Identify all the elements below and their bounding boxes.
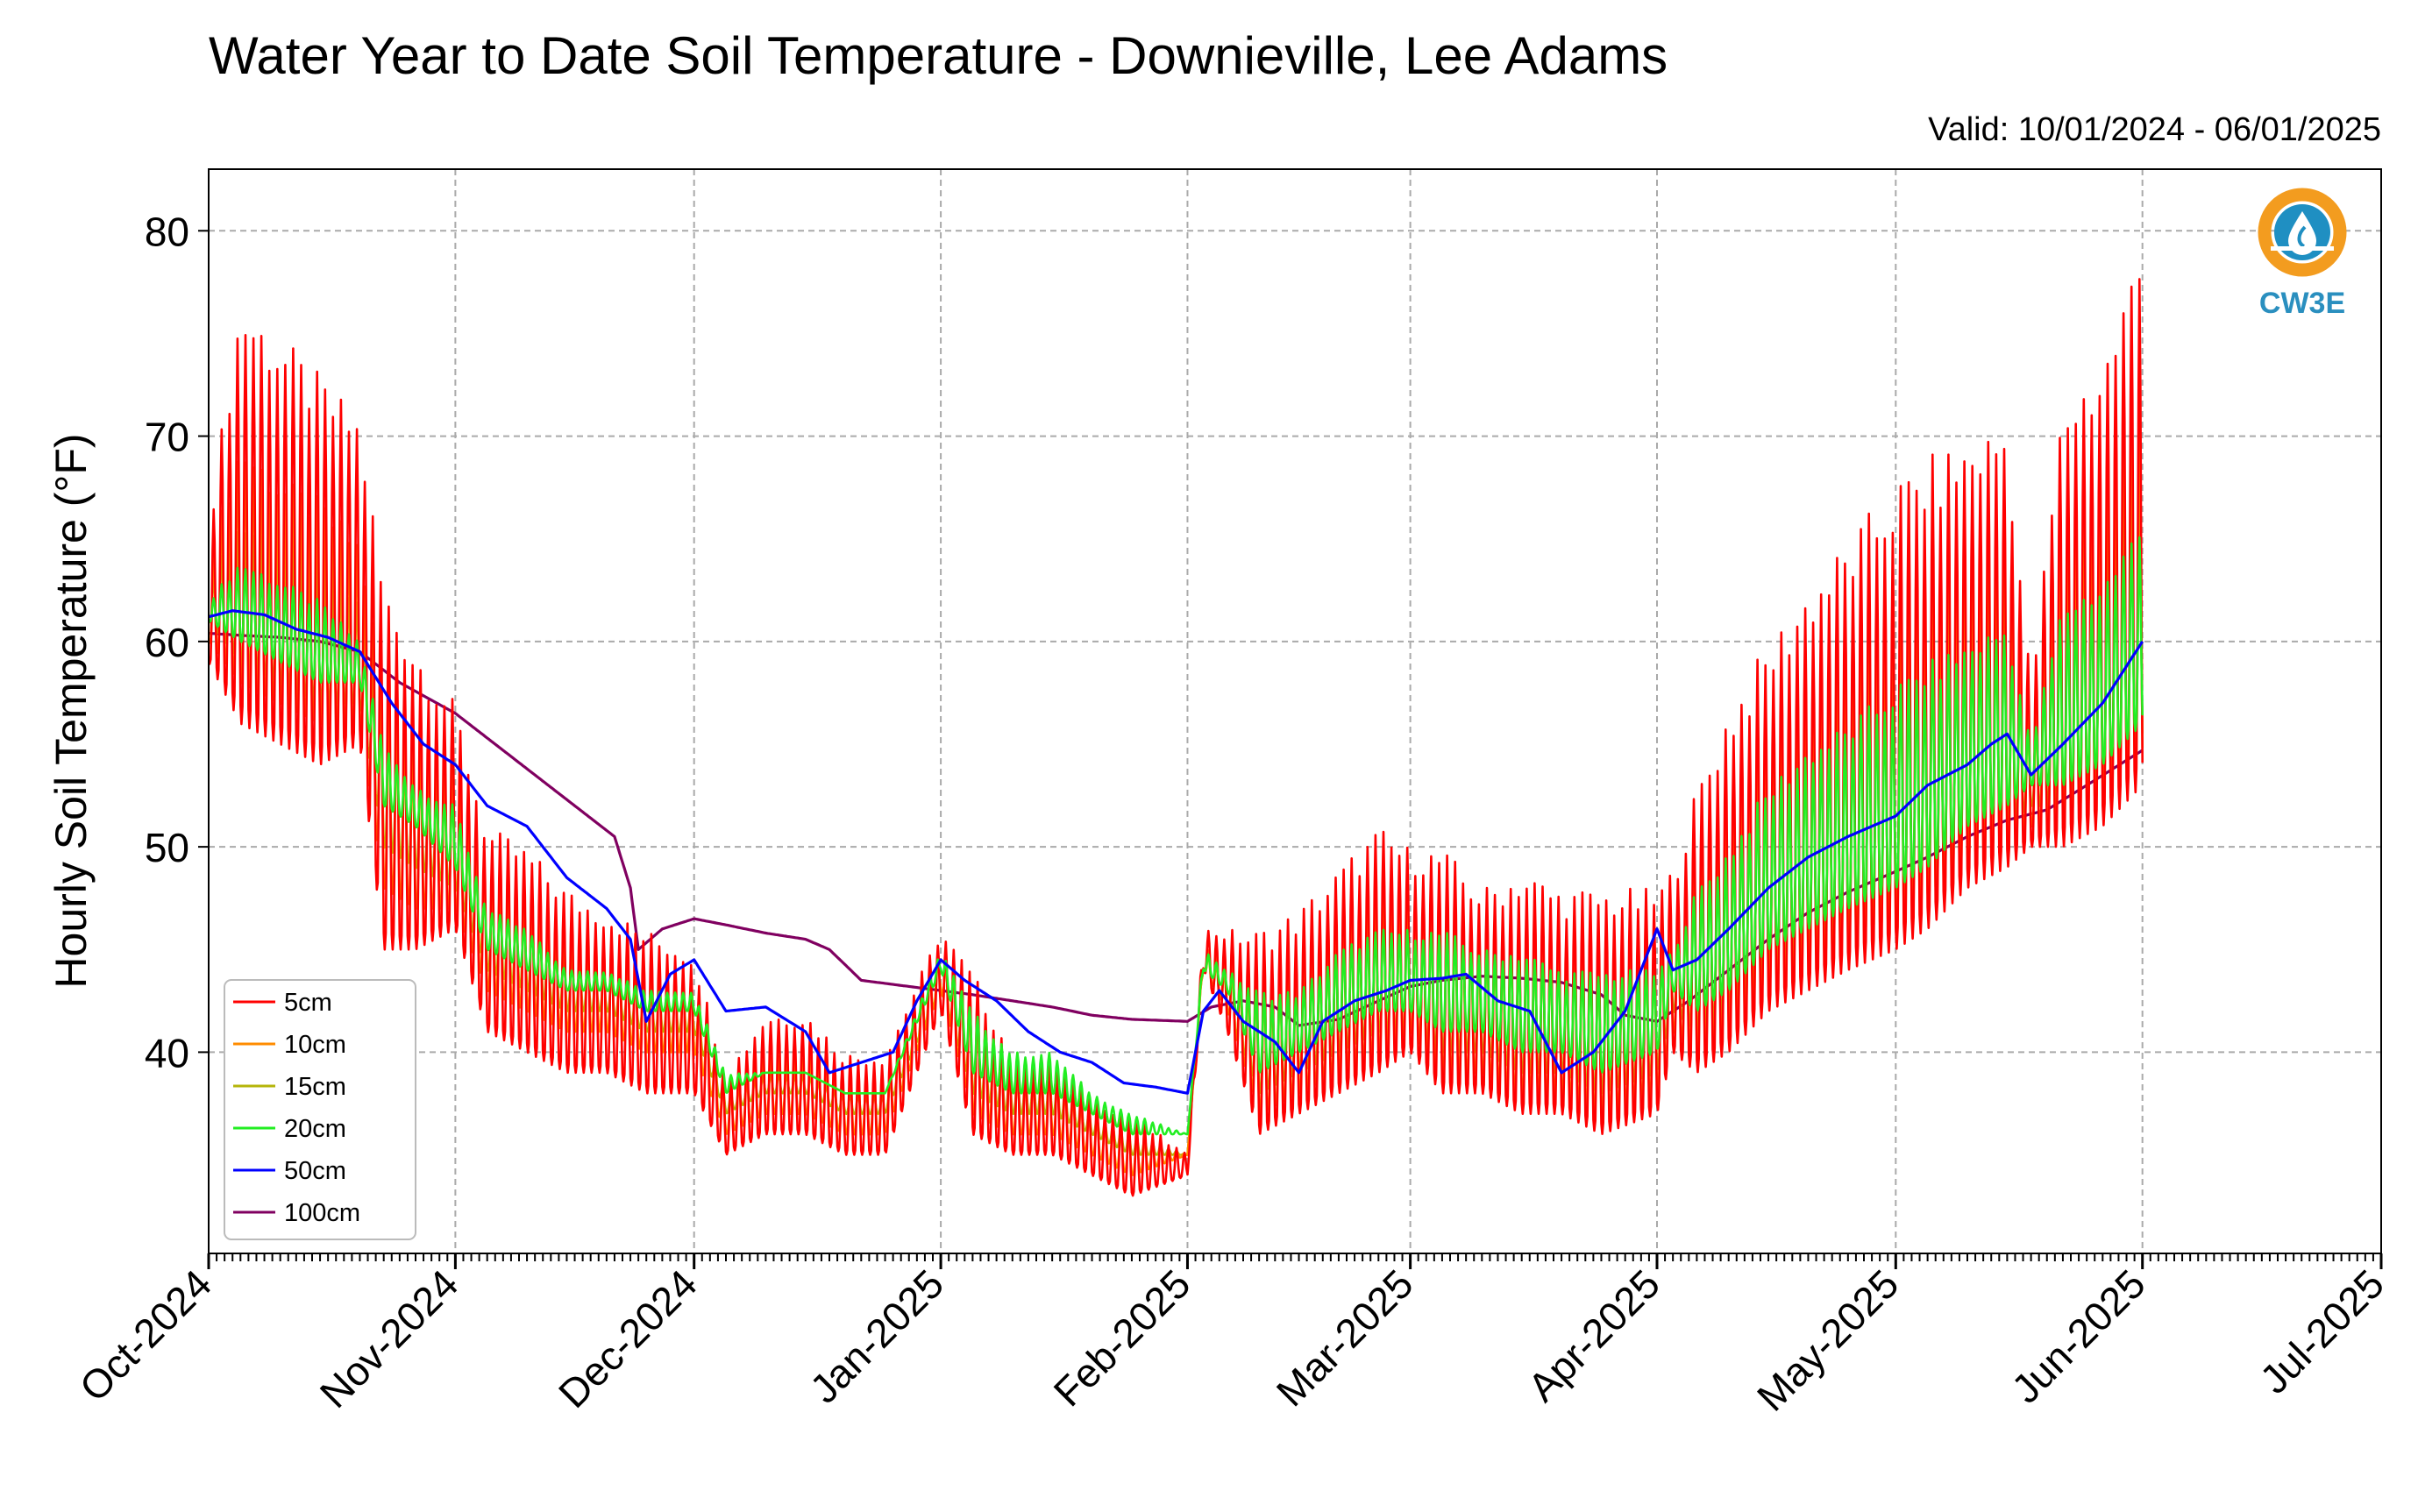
legend-label-20cm: 20cm [284,1115,346,1143]
legend-label-15cm: 15cm [284,1073,346,1101]
cw3e-logo: CW3E [2258,188,2347,320]
series-line-20cm [209,536,2144,1136]
legend-label-5cm: 5cm [284,989,332,1017]
gridlines [209,169,2381,1253]
y-axis-label: Hourly Soil Temperature (°F) [46,433,96,988]
series-line-50cm [209,609,2144,1095]
legend-label-50cm: 50cm [284,1157,346,1185]
x-tick-label: Feb-2025 [1045,1260,1199,1415]
plot-frame [208,168,2382,1254]
y-tick-label: 50 [145,825,189,870]
y-tick-label: 80 [145,209,189,254]
x-tick-label: Jan-2025 [801,1260,952,1411]
legend-label-10cm: 10cm [284,1031,346,1059]
chart-title: Water Year to Date Soil Temperature - Do… [209,26,1668,85]
series-line-5cm [209,278,2144,1197]
axis-ticks [198,230,2383,1269]
legend-label-100cm: 100cm [284,1199,360,1227]
legend: 5cm 10cm 15cm 20cm 50cm 100cm [224,979,416,1240]
logo-drop-inner [2297,225,2307,248]
x-tick-label: Apr-2025 [1518,1260,1668,1410]
logo-text: CW3E [2259,287,2345,320]
logo-ring [2258,188,2347,277]
x-tick-label: Jul-2025 [2251,1260,2393,1402]
plot-area [209,278,2144,1197]
x-tick-label: May-2025 [1748,1260,1907,1419]
x-tick-label: Dec-2024 [550,1260,706,1416]
series-line-100cm [209,631,2144,1027]
x-tick-label: Nov-2024 [311,1260,467,1416]
y-tick-label: 70 [145,415,189,460]
x-tick-label: Mar-2025 [1268,1260,1422,1415]
y-tick-label: 40 [145,1030,189,1075]
y-tick-label: 60 [145,620,189,665]
logo-wave [2271,246,2334,251]
x-tick-label: Jun-2025 [2002,1260,2153,1411]
chart-subtitle: Valid: 10/01/2024 - 06/01/2025 [1928,111,2381,148]
x-tick-label: Oct-2024 [71,1260,221,1410]
